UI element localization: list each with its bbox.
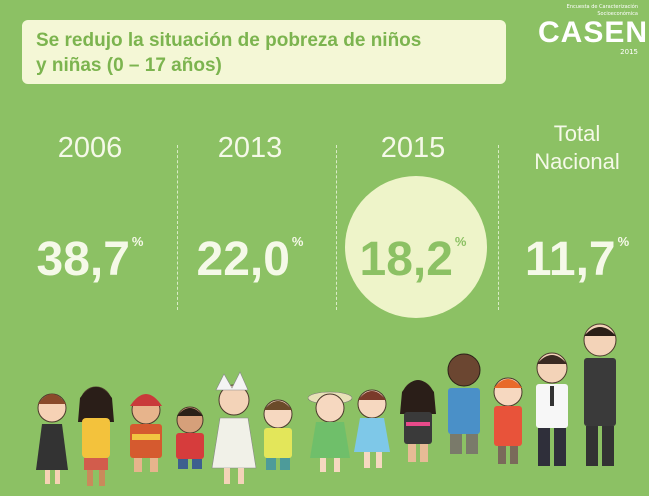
child-figure <box>307 391 353 472</box>
stat-value: 11,7% <box>524 233 630 286</box>
logo-brand: CASEN <box>538 16 649 49</box>
title-line-2: y niñas (0 – 17 años) <box>36 55 222 76</box>
divider <box>336 145 337 310</box>
stat-label-line-1: Total <box>553 121 601 146</box>
percent-sign: % <box>131 234 144 249</box>
child-figure <box>493 377 523 464</box>
percent-sign: % <box>291 234 304 249</box>
stat-2006: 2006 38,7% <box>10 120 170 286</box>
stat-label: 2013 <box>217 132 283 164</box>
stat-label: 2015 <box>380 132 446 164</box>
divider <box>498 145 499 310</box>
child-figure <box>263 399 293 470</box>
highlight-circle <box>345 176 487 318</box>
stat-value: 38,7% <box>36 233 144 286</box>
children-illustration <box>36 323 617 486</box>
percent-sign: % <box>454 234 467 249</box>
logo-subtitle: Encuesta de Caracterización Socioeconómi… <box>566 4 638 17</box>
casen-logo: Encuesta de Caracterización Socioeconómi… <box>538 4 649 56</box>
divider <box>177 145 178 310</box>
stat-2013: 2013 22,0% <box>170 120 330 286</box>
stat-total-nacional: Total Nacional 11,7% <box>497 120 649 286</box>
child-figure <box>176 406 204 469</box>
title-line-1: Se redujo la situación de pobreza de niñ… <box>36 30 422 51</box>
stat-2015: 2015 18,2% <box>333 120 493 286</box>
child-figure <box>354 389 390 468</box>
stat-label: Total Nacional <box>497 120 649 184</box>
child-figure <box>400 380 436 462</box>
title-box: Se redujo la situación de pobreza de niñ… <box>22 20 506 84</box>
child-figure <box>36 393 68 484</box>
stat-value: 22,0% <box>196 233 304 286</box>
stat-label-line-2: Nacional <box>534 149 620 174</box>
stat-value: 18,2% <box>359 233 467 286</box>
child-figure <box>447 353 481 454</box>
percent-sign: % <box>617 234 630 249</box>
child-figure <box>536 352 568 466</box>
child-figure <box>78 386 114 486</box>
stat-label: 2006 <box>57 132 123 164</box>
child-figure <box>130 394 162 472</box>
logo-year: 2015 <box>620 48 638 56</box>
adult-figure <box>583 323 617 466</box>
child-figure <box>211 371 257 484</box>
